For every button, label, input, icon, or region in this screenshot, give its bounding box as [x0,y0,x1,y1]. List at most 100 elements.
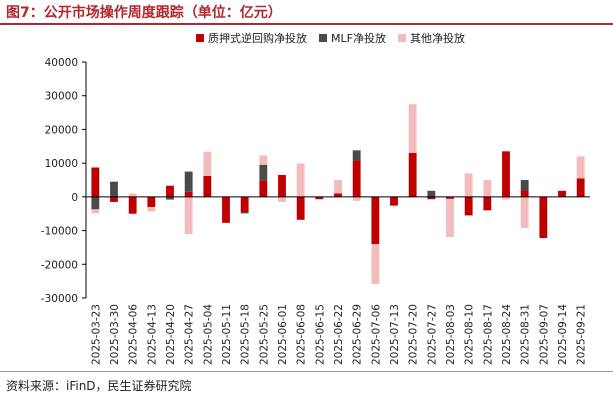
legend-label-other: 其他净投放 [409,32,465,45]
x-tick-label-14: 2025-06-29 [352,304,364,365]
bar-0-21 [483,196,492,211]
bar-1-14 [352,150,361,161]
axes-group: -30000 -20000 -10000 0 10000 20000 30000 40000 2… [41,57,590,365]
bar-2-19 [446,198,454,237]
bar-0-0 [91,167,100,197]
bar-1-4 [166,196,174,200]
bar-2-10 [278,196,286,202]
bar-2-17 [408,104,417,154]
bar-2-11 [296,163,305,197]
bar-2-15 [371,244,380,284]
legend-label-mlf: MLF净投放 [331,32,386,45]
bar-0-20 [464,196,473,216]
bar-1-23 [520,180,529,191]
chart-title: 图7：公开市场操作周度跟踪（单位：亿元） [6,5,282,21]
y-tick-label-3: 0 [71,192,78,204]
x-tick-label-9: 2025-05-25 [258,304,270,365]
bar-0-9 [259,180,268,197]
y-tick-label-7: 40000 [45,57,78,69]
bar-1-9 [259,164,268,181]
x-tick-label-1: 2025-03-30 [109,304,121,365]
bar-0-10 [278,174,286,197]
bar-2-0 [91,209,100,214]
x-tick-label-20: 2025-08-10 [464,304,476,365]
x-tick-label-17: 2025-07-20 [408,304,420,365]
legend-swatch-reverse-repo [196,34,204,42]
legend-label-reverse-repo: 质押式逆回购净投放 [208,32,307,45]
bar-0-18 [427,196,436,200]
y-tick-label-1: -20000 [41,259,78,271]
y-tick-label-2: -10000 [41,226,78,238]
bar-0-2 [128,196,137,214]
x-tick-label-13: 2025-06-22 [333,304,345,365]
bar-2-3 [147,206,156,212]
x-tick-label-12: 2025-06-15 [314,304,326,365]
y-tick-label-4: 10000 [45,158,78,170]
bar-2-20 [464,173,473,197]
bar-0-8 [240,196,249,213]
bar-0-16 [390,196,398,206]
bar-0-1 [110,196,118,202]
stacked-bar-chart: -30000 -20000 -10000 0 10000 20000 30000 40000 2… [41,57,590,365]
bar-2-5 [184,196,193,234]
x-tick-label-10: 2025-06-01 [277,304,289,365]
bar-2-26 [576,156,585,179]
bar-0-25 [558,190,566,197]
legend-swatch-mlf [319,34,327,42]
bar-2-2 [128,193,137,197]
x-tick-label-24: 2025-09-07 [538,304,550,365]
y-tick-label-6: 30000 [45,91,78,103]
x-tick-label-21: 2025-08-17 [482,304,494,365]
x-tick-label-11: 2025-06-08 [296,304,308,365]
x-tick-label-26: 2025-09-21 [576,304,588,365]
x-tick-label-15: 2025-07-06 [370,304,382,365]
bar-0-26 [576,178,585,197]
bar-0-5 [184,191,193,197]
y-tick-label-0: -30000 [41,293,78,305]
x-tick-label-8: 2025-05-18 [240,304,252,365]
bar-0-4 [166,185,174,197]
bar-0-11 [296,196,305,220]
bar-0-14 [352,160,361,197]
bar-0-3 [147,196,156,207]
bar-2-23 [520,196,529,228]
x-tick-label-0: 2025-03-23 [90,304,102,365]
x-tick-label-6: 2025-05-04 [202,304,214,365]
bar-1-1 [110,181,118,197]
bar-1-8 [240,212,249,214]
bar-2-14 [352,196,361,201]
bars-group [91,104,585,284]
chart-legend: 质押式逆回购净投放 MLF净投放 其他净投放 [196,30,477,46]
x-tick-label-4: 2025-04-20 [165,304,177,365]
bar-2-6 [203,151,212,176]
x-tick-label-5: 2025-04-27 [184,304,196,365]
bar-0-22 [502,151,510,197]
bar-2-13 [334,180,342,194]
legend-item-other: 其他净投放 [397,30,465,46]
bar-0-7 [222,196,230,223]
x-tick-label-3: 2025-04-13 [146,304,158,365]
legend-item-reverse-repo: 质押式逆回购净投放 [196,30,307,46]
x-tick-label-19: 2025-08-03 [445,304,457,365]
x-tick-label-22: 2025-08-24 [501,304,513,365]
bar-0-24 [539,196,548,238]
source-divider [0,371,613,372]
bar-2-21 [483,180,492,197]
bar-0-17 [408,153,417,197]
bar-0-6 [203,175,212,197]
bar-0-19 [446,196,454,199]
x-tick-label-16: 2025-07-13 [389,304,401,365]
x-tick-label-7: 2025-05-11 [221,304,233,365]
legend-swatch-other [397,34,406,42]
title-divider [0,23,613,25]
x-tick-label-25: 2025-09-14 [557,304,569,365]
y-tick-label-5: 20000 [45,124,78,136]
bar-2-9 [259,155,268,165]
bar-0-13 [334,193,342,197]
bar-1-0 [91,196,100,210]
legend-item-mlf: MLF净投放 [319,30,386,46]
bar-0-15 [371,196,380,245]
bar-0-12 [315,196,324,200]
x-tick-label-2: 2025-04-06 [128,304,140,365]
x-tick-label-18: 2025-07-27 [426,304,438,365]
